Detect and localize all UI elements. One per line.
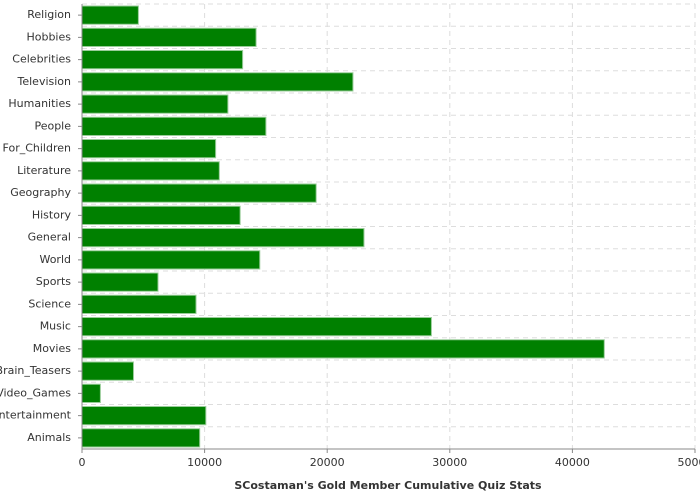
bar bbox=[81, 161, 220, 181]
x-tick-label: 30000 bbox=[432, 456, 467, 469]
y-tick-label: Music bbox=[40, 320, 71, 333]
y-tick-label: Brain_Teasers bbox=[0, 364, 71, 377]
bar bbox=[81, 294, 197, 314]
y-tick-label: Celebrities bbox=[12, 53, 71, 66]
y-tick-label: Movies bbox=[33, 342, 72, 355]
y-tick-label: General bbox=[28, 231, 71, 244]
bar bbox=[81, 317, 432, 337]
bar bbox=[81, 272, 159, 292]
y-tick-label: Hobbies bbox=[26, 30, 71, 43]
bar bbox=[81, 361, 134, 381]
y-tick-label: Literature bbox=[17, 164, 71, 177]
y-tick-label: Humanities bbox=[8, 97, 71, 110]
y-tick-label: Animals bbox=[27, 431, 71, 444]
y-tick-label: World bbox=[39, 253, 71, 266]
bar bbox=[81, 116, 267, 136]
y-tick-label: Religion bbox=[27, 8, 71, 21]
y-tick-label: Entertainment bbox=[0, 409, 72, 422]
y-tick-label: For_Children bbox=[3, 142, 71, 155]
y-tick-label: Science bbox=[28, 297, 71, 310]
bar bbox=[81, 5, 139, 25]
y-tick-label: Television bbox=[17, 75, 72, 88]
bar bbox=[81, 428, 201, 448]
bar bbox=[81, 339, 605, 359]
y-tick-label: People bbox=[34, 119, 71, 132]
bar bbox=[81, 383, 101, 403]
bar bbox=[81, 27, 257, 47]
chart-title: SCostaman's Gold Member Cumulative Quiz … bbox=[234, 479, 542, 492]
bar bbox=[81, 250, 261, 270]
y-tick-label: Sports bbox=[36, 275, 72, 288]
bar bbox=[81, 72, 354, 92]
bar bbox=[81, 183, 317, 203]
x-tick-label: 50000 bbox=[678, 456, 700, 469]
y-tick-label: Video_Games bbox=[0, 386, 71, 399]
bar bbox=[81, 205, 241, 225]
y-tick-label: Geography bbox=[10, 186, 71, 199]
bar bbox=[81, 50, 244, 70]
y-tick-label: History bbox=[32, 208, 72, 221]
bar bbox=[81, 228, 365, 248]
x-tick-label: 40000 bbox=[555, 456, 590, 469]
x-tick-label: 0 bbox=[79, 456, 86, 469]
x-tick-label: 20000 bbox=[310, 456, 345, 469]
x-tick-label: 10000 bbox=[187, 456, 222, 469]
bar bbox=[81, 139, 217, 159]
bar bbox=[81, 94, 229, 114]
bar bbox=[81, 406, 207, 426]
